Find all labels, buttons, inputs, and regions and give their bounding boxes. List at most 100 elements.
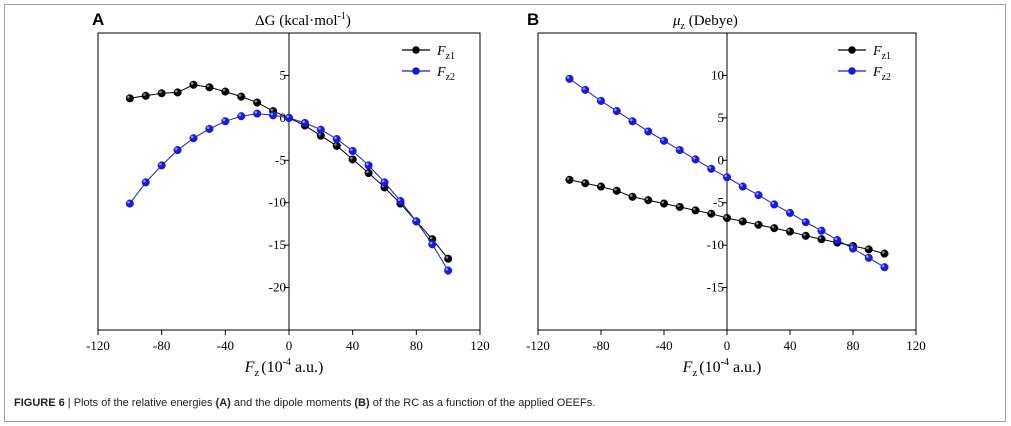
data-point	[428, 240, 437, 249]
data-point	[785, 227, 795, 236]
data-point-highlight	[724, 215, 727, 218]
caption-text-2: and the dipole moments	[230, 397, 355, 409]
data-point	[817, 226, 826, 235]
data-point-highlight	[174, 89, 178, 93]
y-tick-label: 10	[711, 67, 724, 82]
data-point	[659, 136, 669, 145]
y-tick-label: -15	[707, 280, 724, 295]
legend-label-symbol: F	[872, 65, 882, 80]
data-point	[316, 125, 325, 134]
data-point	[864, 245, 873, 254]
caption-separator: |	[64, 397, 74, 409]
data-point	[269, 111, 278, 120]
data-point-highlight	[582, 87, 586, 90]
x-tick-label: 0	[286, 338, 293, 353]
chart-title-main: μ	[672, 13, 681, 29]
series-z2	[125, 109, 453, 275]
data-point	[157, 89, 166, 98]
data-point-highlight	[254, 111, 258, 114]
data-point	[412, 217, 421, 226]
y-tick-label: 5	[718, 110, 725, 125]
data-point	[565, 74, 574, 83]
legend-label-symbol: F	[436, 65, 446, 80]
data-point	[581, 85, 590, 94]
data-point-highlight	[724, 174, 727, 178]
legend-label: Fz2	[872, 65, 891, 83]
x-axis-label-sub: z	[692, 367, 697, 379]
data-point	[189, 134, 198, 143]
x-tick-label: -80	[153, 338, 170, 353]
data-point-highlight	[254, 99, 258, 103]
chart-title-end: )	[346, 13, 351, 29]
data-point	[253, 109, 262, 118]
data-point-highlight	[708, 166, 712, 169]
panel-letter: B	[527, 10, 539, 29]
x-axis-label-symbol: F	[244, 359, 255, 376]
data-point-highlight	[692, 156, 696, 160]
data-point	[880, 263, 889, 272]
y-tick-label: -10	[707, 237, 724, 252]
data-point-highlight	[413, 218, 417, 222]
data-point-highlight	[445, 256, 449, 259]
data-point-highlight	[174, 147, 178, 151]
data-point-highlight	[190, 135, 194, 139]
data-point-highlight	[629, 118, 633, 122]
data-point-highlight	[677, 147, 680, 151]
x-tick-label: 40	[346, 338, 359, 353]
y-tick-label: -15	[269, 237, 286, 252]
legend-label: Fz1	[436, 44, 455, 62]
data-point-highlight	[692, 207, 696, 211]
chart-title-main: ΔG (kcal·mol	[255, 13, 338, 29]
data-point	[221, 117, 230, 126]
data-point-highlight	[771, 201, 775, 205]
legend-label: Fz1	[872, 44, 891, 62]
data-point-highlight	[866, 255, 869, 258]
data-point-highlight	[755, 222, 759, 225]
data-point-highlight	[159, 162, 162, 166]
y-tick-label: -20	[269, 280, 286, 295]
x-tick-label: 120	[906, 338, 926, 353]
data-point	[675, 146, 684, 155]
data-point	[332, 141, 341, 150]
chart-title-end: (Debye)	[685, 13, 738, 29]
data-point	[833, 236, 842, 245]
x-tick-label: 120	[470, 338, 490, 353]
data-point	[817, 235, 826, 244]
data-point-highlight	[740, 183, 743, 187]
data-point-highlight	[365, 170, 369, 174]
data-point-highlight	[708, 211, 712, 214]
data-point-highlight	[771, 225, 775, 229]
legend-entry-z2: Fz2	[838, 65, 891, 83]
data-point	[659, 199, 669, 208]
data-point	[785, 208, 795, 217]
data-point	[644, 196, 653, 205]
x-axis-label-symbol: F	[682, 359, 693, 376]
data-point	[237, 92, 246, 101]
data-point	[348, 155, 357, 164]
data-point-highlight	[629, 194, 633, 197]
legend-entry-z2: Fz2	[402, 65, 455, 83]
legend-label-sub: z2	[882, 72, 891, 83]
caption-text-3: of the RC as a function of the applied O…	[369, 397, 596, 409]
data-point-highlight	[661, 138, 664, 141]
data-point	[173, 88, 182, 97]
data-point	[141, 91, 150, 100]
data-point-highlight	[127, 200, 130, 204]
data-point-highlight	[598, 98, 601, 101]
data-point	[380, 178, 389, 187]
data-point	[801, 218, 810, 227]
x-axis-label-sup: -4	[721, 357, 729, 368]
x-tick-label: -40	[655, 338, 672, 353]
data-point-highlight	[834, 237, 838, 241]
y-tick-label: -5	[275, 152, 286, 167]
data-point	[691, 206, 700, 215]
data-point	[596, 96, 606, 105]
data-point-highlight	[190, 82, 194, 85]
caption-label: FIGURE 6	[14, 397, 65, 409]
data-point-highlight	[740, 218, 743, 222]
data-point-highlight	[787, 228, 790, 232]
data-point	[444, 266, 453, 275]
data-point-highlight	[598, 183, 601, 187]
chart-title-sup: -1	[338, 11, 346, 22]
data-point	[237, 112, 246, 121]
